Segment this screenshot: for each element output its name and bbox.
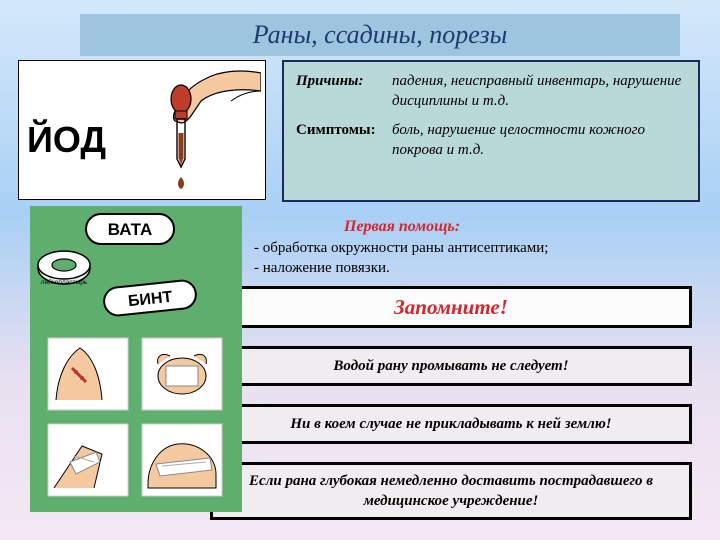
iodine-illustration bbox=[101, 61, 261, 199]
warning-box: Ни в коем случае не прикладывать к ней з… bbox=[210, 404, 692, 444]
warning-text: Если рана глубокая немедленно доставить … bbox=[225, 471, 677, 512]
causes-label: Причины: bbox=[296, 72, 392, 111]
info-box: Причины: падения, неисправный инвентарь,… bbox=[282, 60, 700, 202]
remember-text: Запомните! bbox=[394, 295, 508, 320]
remember-box: Запомните! bbox=[210, 286, 692, 328]
first-aid-heading: Первая помощь: bbox=[344, 218, 460, 236]
warning-text: Ни в коем случае не прикладывать к ней з… bbox=[290, 414, 611, 434]
supplies-illustration: ВАТА лейкопластырь БИНТ bbox=[30, 206, 242, 512]
warning-box: Водой рану промывать не следует! bbox=[210, 346, 692, 386]
symptoms-text: боль, нарушение целостности кожного покр… bbox=[392, 121, 686, 160]
first-aid-item: - наложение повязки. bbox=[254, 258, 548, 278]
svg-text:ВАТА: ВАТА bbox=[108, 220, 152, 239]
page-title: Раны, ссадины, порезы bbox=[80, 14, 680, 56]
warning-text: Водой рану промывать не следует! bbox=[333, 356, 568, 376]
first-aid-list: - обработка окружности раны антисептикам… bbox=[254, 238, 548, 279]
symptoms-label: Симптомы: bbox=[296, 121, 392, 160]
title-text: Раны, ссадины, порезы bbox=[253, 20, 507, 50]
first-aid-item: - обработка окружности раны антисептикам… bbox=[254, 238, 548, 258]
warning-box: Если рана глубокая немедленно доставить … bbox=[210, 462, 692, 520]
svg-text:лейкопластырь: лейкопластырь bbox=[41, 278, 88, 286]
causes-text: падения, неисправный инвентарь, нарушени… bbox=[392, 72, 686, 111]
iodine-card: ЙОД bbox=[18, 60, 266, 200]
supplies-card: ВАТА лейкопластырь БИНТ bbox=[30, 206, 242, 512]
iodine-label: ЙОД bbox=[27, 119, 106, 161]
